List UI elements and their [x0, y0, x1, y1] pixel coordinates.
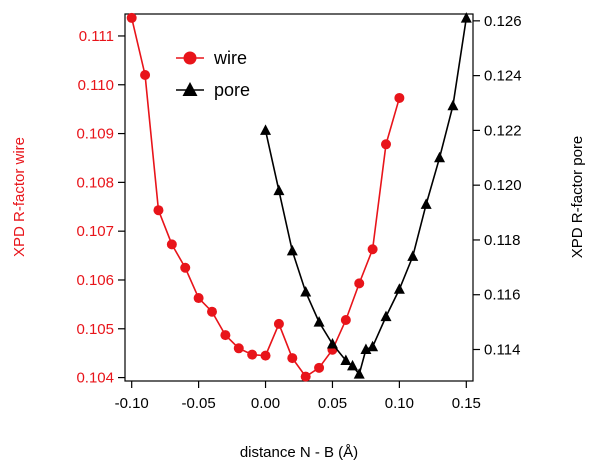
right-tick-label: 0.116 — [484, 287, 520, 304]
right-axis: 0.114 0.116 0.118 0.120 0.122 0.124 0.126 — [473, 13, 522, 359]
data-point-wire — [193, 293, 204, 304]
left-tick-label: 0.109 — [76, 126, 114, 143]
data-point-wire — [140, 70, 151, 81]
data-point-wire — [340, 314, 351, 325]
right-axis-title: XPD R-factor pore — [569, 136, 586, 259]
data-point-pore — [407, 250, 419, 261]
data-point-pore — [340, 354, 352, 365]
data-point-pore — [393, 283, 405, 294]
bottom-axis: -0.10 -0.05 0.00 0.05 0.10 0.15 — [115, 381, 481, 412]
right-tick-label: 0.120 — [484, 177, 522, 194]
data-point-pore — [460, 12, 472, 23]
left-tick-label: 0.111 — [79, 28, 114, 45]
data-point-wire — [220, 330, 231, 341]
x-tick-label: -0.10 — [115, 395, 149, 412]
legend-wire-marker — [183, 51, 197, 65]
series-pore — [260, 12, 472, 379]
data-point-wire — [367, 244, 378, 255]
right-tick-label: 0.124 — [484, 68, 522, 85]
x-tick-label: 0.00 — [251, 395, 280, 412]
data-point-wire — [153, 205, 164, 216]
series-wire — [126, 12, 405, 382]
x-tick-label: 0.10 — [385, 395, 414, 412]
data-point-wire — [207, 306, 217, 317]
legend: wire pore — [176, 48, 250, 100]
data-point-pore — [380, 310, 392, 322]
data-point-pore — [367, 340, 379, 352]
data-point-wire — [381, 139, 391, 150]
left-tick-label: 0.104 — [76, 370, 114, 387]
right-tick-label: 0.114 — [484, 342, 520, 359]
series-line-wire — [130, 17, 401, 378]
left-tick-label: 0.107 — [76, 223, 114, 240]
data-point-wire — [287, 353, 298, 364]
right-tick-label: 0.126 — [484, 13, 522, 30]
data-point-pore — [360, 343, 372, 355]
data-point-pore — [353, 368, 365, 379]
series-line-pore — [264, 17, 468, 376]
plot-frame — [124, 13, 474, 382]
left-tick-label: 0.108 — [76, 174, 114, 191]
data-point-wire — [247, 349, 258, 360]
data-point-pore — [300, 285, 312, 297]
data-point-wire — [260, 350, 271, 361]
x-tick-label: 0.15 — [452, 395, 481, 412]
x-tick-label: 0.05 — [318, 395, 347, 412]
data-point-wire — [314, 362, 325, 373]
data-point-wire — [300, 371, 311, 382]
data-point-wire — [273, 318, 284, 329]
legend-pore-marker — [182, 82, 198, 96]
left-axis-title: XPD R-factor wire — [11, 137, 28, 257]
left-tick-label: 0.110 — [78, 77, 114, 94]
data-point-pore — [273, 184, 285, 196]
data-point-pore — [347, 359, 359, 371]
data-point-wire — [354, 278, 365, 289]
data-point-pore — [326, 338, 338, 349]
left-tick-label: 0.106 — [76, 272, 114, 289]
data-point-pore — [420, 198, 432, 209]
data-point-pore — [260, 124, 272, 135]
data-point-pore — [313, 316, 325, 327]
right-tick-label: 0.122 — [484, 122, 522, 139]
series-layer — [126, 12, 472, 382]
data-point-pore — [447, 99, 459, 111]
legend-wire-label: wire — [213, 48, 247, 68]
x-axis-title: distance N - B (Å) — [240, 444, 358, 461]
data-point-wire — [180, 262, 191, 273]
data-point-wire — [126, 12, 137, 23]
x-tick-label: -0.05 — [182, 395, 216, 412]
data-point-pore — [434, 151, 446, 163]
data-point-pore — [286, 244, 298, 256]
data-point-wire — [394, 92, 405, 103]
data-point-wire — [166, 239, 177, 250]
left-axis: 0.104 0.105 0.106 0.107 0.108 0.109 0.110 0.111 — [76, 28, 125, 387]
data-point-wire — [233, 343, 244, 354]
left-tick-label: 0.105 — [76, 321, 114, 338]
right-tick-label: 0.118 — [484, 232, 520, 249]
legend-pore-label: pore — [214, 80, 250, 100]
